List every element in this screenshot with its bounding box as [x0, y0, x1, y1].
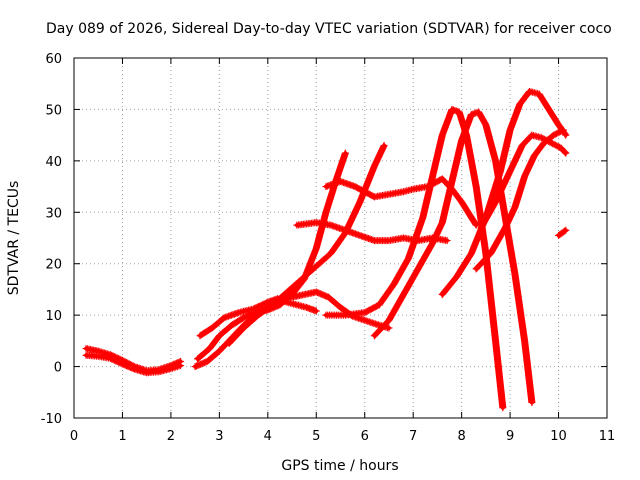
series-line — [195, 151, 348, 361]
series-arc-mid-a — [196, 295, 320, 340]
series-markers — [82, 351, 185, 377]
series-line — [323, 107, 505, 410]
y-axis-title: SDTVAR / TECUs — [6, 181, 22, 296]
y-tick-label: 30 — [45, 206, 62, 221]
chart-title: Day 089 of 2026, Sidereal Day-to-day VTE… — [46, 21, 612, 37]
x-tick-labels: 0 1 2 3 4 5 6 7 8 9 10 11 — [70, 429, 615, 444]
x-tick-label: 8 — [457, 429, 465, 444]
y-tick-label: -10 — [41, 412, 62, 427]
series-markers — [472, 126, 567, 273]
series-markers — [477, 131, 570, 232]
series-markers — [370, 108, 536, 407]
x-tick-label: 1 — [118, 429, 126, 444]
series-arc-rising-43 — [225, 141, 388, 348]
x-tick-label: 9 — [506, 429, 514, 444]
y-tick-label: 60 — [45, 52, 62, 67]
series-markers — [322, 175, 480, 229]
y-tick-label: 0 — [54, 361, 62, 376]
series-arc-early-b — [82, 351, 185, 377]
x-tick-label: 6 — [361, 429, 369, 444]
y-tick-label: 40 — [45, 155, 62, 170]
series-line — [372, 110, 534, 405]
series-group — [82, 87, 570, 412]
x-tick-label: 2 — [167, 429, 175, 444]
plot-frame — [73, 57, 608, 419]
series-markers — [554, 226, 570, 240]
x-tick-label: 10 — [550, 429, 567, 444]
y-tick-labels: -10 0 10 20 30 40 50 60 — [41, 52, 62, 427]
series-arc-late-45 — [472, 126, 567, 273]
x-tick-label: 0 — [70, 429, 78, 444]
series-arc-stub-26 — [554, 226, 570, 240]
y-tick-label: 50 — [45, 103, 62, 118]
series-markers — [322, 105, 507, 412]
series-arc-plateau-35 — [322, 175, 480, 229]
axis-ticks — [73, 57, 608, 419]
x-tick-label: 3 — [215, 429, 223, 444]
x-tick-label: 7 — [409, 429, 417, 444]
series-arc-peak-49 — [370, 108, 536, 407]
y-tick-label: 10 — [45, 309, 62, 324]
series-arc-mid-b — [322, 105, 507, 412]
y-tick-label: 20 — [45, 258, 62, 273]
series-arc-late-42 — [477, 131, 570, 232]
x-tick-label: 11 — [599, 429, 616, 444]
x-axis-title: GPS time / hours — [281, 458, 398, 474]
x-tick-label: 4 — [264, 429, 272, 444]
x-tick-label: 5 — [312, 429, 320, 444]
